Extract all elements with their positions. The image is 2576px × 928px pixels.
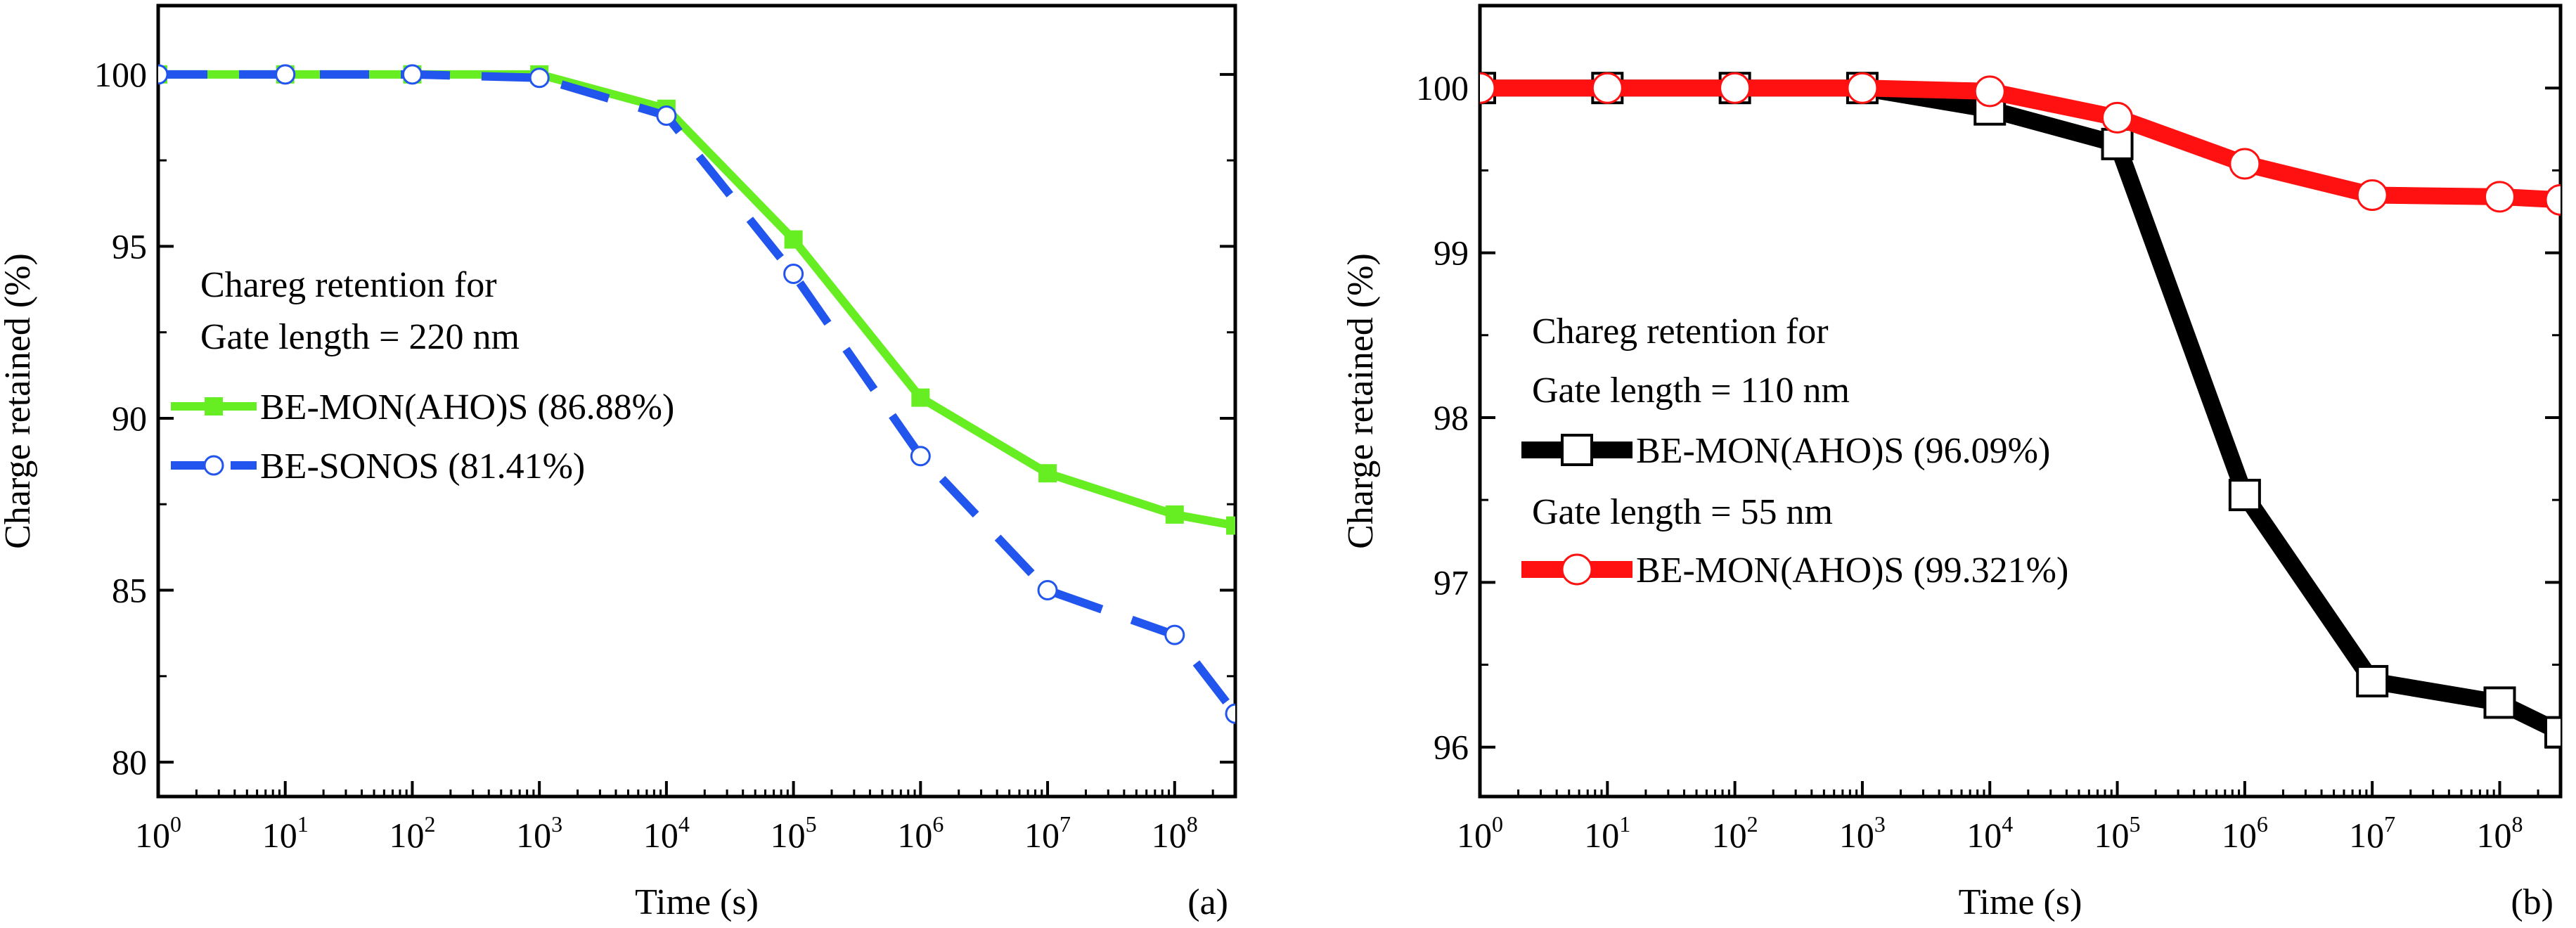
y-tick-label: 98 [1434,398,1469,437]
y-tick-label: 100 [1416,68,1469,108]
legend-title-line: Chareg retention for [200,265,497,305]
data-point [275,64,296,85]
series-line [1480,79,2561,209]
y-tick-label: 96 [1434,728,1469,767]
data-point [783,264,804,285]
data-point [1719,72,1751,104]
y-tick-label: 99 [1434,233,1469,273]
data-point [2356,179,2388,212]
plot-frame [156,4,1237,799]
x-tick-label: 100 [135,811,181,855]
y-axis-title: Charge retained (%) [0,253,38,549]
x-tick-label: 108 [1152,811,1198,855]
legend-swatch-marker [1561,434,1593,466]
legend-entry-label: BE-MON(AHO)S (96.09%) [1636,431,2050,471]
legend: Chareg retention for Gate length = 110 nm… [1521,311,2068,591]
data-point [2544,716,2561,749]
x-tick-label: 104 [1966,811,2013,855]
data-point [656,105,677,127]
x-tick-label: 102 [389,811,435,855]
data-point [2229,148,2261,180]
panel-label: (b) [2511,882,2554,922]
x-tick-label: 107 [2349,811,2395,855]
series-1 [1480,72,2561,216]
x-axis-title: Time (s) [1959,882,2082,922]
data-point [1591,72,1623,104]
y-tick-label: 100 [94,55,147,94]
data-point [1225,703,1235,724]
data-point [401,64,423,85]
data-point [158,64,169,85]
data-point [1480,72,1496,104]
series-line [158,70,1235,716]
legend-group-label: Gate length = 55 nm [1532,492,1833,532]
y-tick-label: 90 [112,399,147,438]
legend-swatch-marker [205,397,223,415]
x-tick-label: 106 [2222,811,2268,855]
x-tick-label: 102 [1712,811,1758,855]
x-tick-label: 105 [771,811,817,855]
y-tick-label: 80 [112,742,147,782]
chart-panel-b: 100 101 102 103 104 105 106 107 108 96 97 98 99 100 Ti… [1288,0,2576,924]
y-axis-title: Charge retained (%) [1341,253,1381,549]
data-point [1165,505,1184,524]
plot-frame [1478,4,2563,799]
legend-swatch-marker [203,455,224,476]
legend-title-line: Gate length = 220 nm [200,317,520,357]
x-tick-label: 108 [2476,811,2523,855]
x-tick-label: 107 [1024,811,1071,855]
series-1 [158,64,1235,724]
y-tick-label: 85 [112,571,147,610]
legend-entry-label: BE-MON(AHO)S (99.321%) [1636,550,2068,591]
x-tick-label: 105 [2094,811,2141,855]
x-tick-label: 100 [1457,811,1503,855]
data-point [2356,664,2389,697]
chart-panel-a: 100 101 102 103 104 105 106 107 108 80 85 90 95 100 Ti… [0,0,1288,924]
data-point [784,230,803,249]
data-point [1973,75,2006,108]
x-tick-label: 104 [643,811,690,855]
data-point [1226,516,1235,535]
data-point [2101,101,2134,134]
y-tick-label: 97 [1434,562,1469,602]
data-point [2483,686,2516,719]
data-point [1164,624,1185,645]
x-tick-label: 101 [1584,811,1630,855]
chart-b-svg: 100 101 102 103 104 105 106 107 108 96 97 98 99 100 Ti… [1341,4,2563,922]
x-tick-label: 106 [897,811,944,855]
data-point [2483,181,2516,213]
x-tick-label: 101 [262,811,309,855]
data-point [2101,127,2134,160]
chart-a-svg: 100 101 102 103 104 105 106 107 108 80 85 90 95 100 Ti… [0,4,1237,922]
data-point [1846,72,1879,104]
legend-swatch-marker [1561,553,1593,586]
data-point [529,67,550,89]
data-point [911,388,930,407]
panel-label: (a) [1187,882,1228,922]
data-point [2228,479,2261,512]
data-point [910,446,931,467]
x-tick-label: 103 [516,811,562,855]
legend: Chareg retention for Gate length = 220 nm… [171,265,674,486]
x-tick-label: 103 [1839,811,1886,855]
data-point [1037,580,1058,601]
x-axis-title: Time (s) [635,882,759,922]
legend-title-line: Chareg retention for [1532,311,1829,352]
legend-entry-label: BE-SONOS (81.41%) [260,446,585,486]
legend-entry-label: BE-MON(AHO)S (86.88%) [260,387,674,427]
data-point [2544,183,2561,216]
legend-title-line: Gate length = 110 nm [1532,370,1850,411]
y-tick-label: 95 [112,226,147,266]
data-point [1038,464,1057,483]
